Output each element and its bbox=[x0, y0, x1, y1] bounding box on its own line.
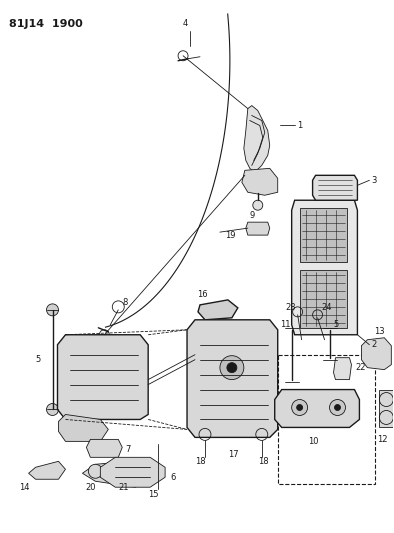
Text: 4: 4 bbox=[182, 19, 188, 28]
Circle shape bbox=[297, 405, 303, 410]
Polygon shape bbox=[246, 222, 270, 235]
Text: 5: 5 bbox=[333, 320, 339, 329]
Text: 9: 9 bbox=[249, 211, 255, 220]
Polygon shape bbox=[82, 461, 148, 487]
Polygon shape bbox=[292, 200, 357, 335]
Circle shape bbox=[253, 200, 263, 210]
Text: 1: 1 bbox=[297, 121, 302, 130]
Circle shape bbox=[220, 356, 244, 379]
Text: 6: 6 bbox=[170, 473, 175, 482]
Text: 24: 24 bbox=[322, 303, 332, 312]
Circle shape bbox=[227, 362, 237, 373]
Text: 12: 12 bbox=[377, 435, 388, 444]
Polygon shape bbox=[361, 338, 391, 369]
Circle shape bbox=[46, 304, 58, 316]
Text: 13: 13 bbox=[374, 327, 385, 336]
Polygon shape bbox=[100, 457, 165, 487]
Text: 18: 18 bbox=[258, 457, 268, 466]
Polygon shape bbox=[312, 175, 357, 200]
Polygon shape bbox=[299, 270, 348, 328]
Circle shape bbox=[329, 400, 346, 415]
Polygon shape bbox=[187, 320, 278, 438]
Text: 22: 22 bbox=[355, 363, 366, 372]
Polygon shape bbox=[86, 439, 122, 457]
Polygon shape bbox=[333, 358, 351, 379]
Polygon shape bbox=[58, 415, 108, 441]
Text: 3: 3 bbox=[372, 176, 377, 185]
Polygon shape bbox=[299, 208, 348, 262]
Circle shape bbox=[88, 464, 102, 478]
Polygon shape bbox=[29, 461, 65, 479]
Text: 17: 17 bbox=[228, 450, 238, 459]
Polygon shape bbox=[242, 168, 278, 195]
Text: 21: 21 bbox=[118, 483, 129, 492]
Text: 18: 18 bbox=[195, 457, 206, 466]
Text: 15: 15 bbox=[148, 490, 159, 499]
Polygon shape bbox=[379, 390, 393, 427]
Polygon shape bbox=[244, 106, 270, 172]
Polygon shape bbox=[275, 390, 359, 427]
Text: 7: 7 bbox=[125, 445, 131, 454]
Text: 19: 19 bbox=[225, 231, 235, 240]
Text: 20: 20 bbox=[85, 483, 96, 492]
Text: 11: 11 bbox=[280, 320, 290, 329]
Polygon shape bbox=[198, 300, 238, 320]
Text: 14: 14 bbox=[19, 483, 29, 492]
Text: 8: 8 bbox=[122, 298, 128, 308]
Circle shape bbox=[292, 400, 308, 415]
Text: 5: 5 bbox=[35, 355, 41, 364]
Text: 10: 10 bbox=[308, 437, 318, 446]
Text: 81J14  1900: 81J14 1900 bbox=[9, 19, 82, 29]
Text: 23: 23 bbox=[286, 303, 296, 312]
Bar bbox=[278, 354, 375, 484]
Polygon shape bbox=[58, 335, 148, 419]
Circle shape bbox=[46, 403, 58, 415]
Text: 2: 2 bbox=[372, 340, 377, 349]
Circle shape bbox=[335, 405, 340, 410]
Text: 16: 16 bbox=[197, 290, 208, 300]
